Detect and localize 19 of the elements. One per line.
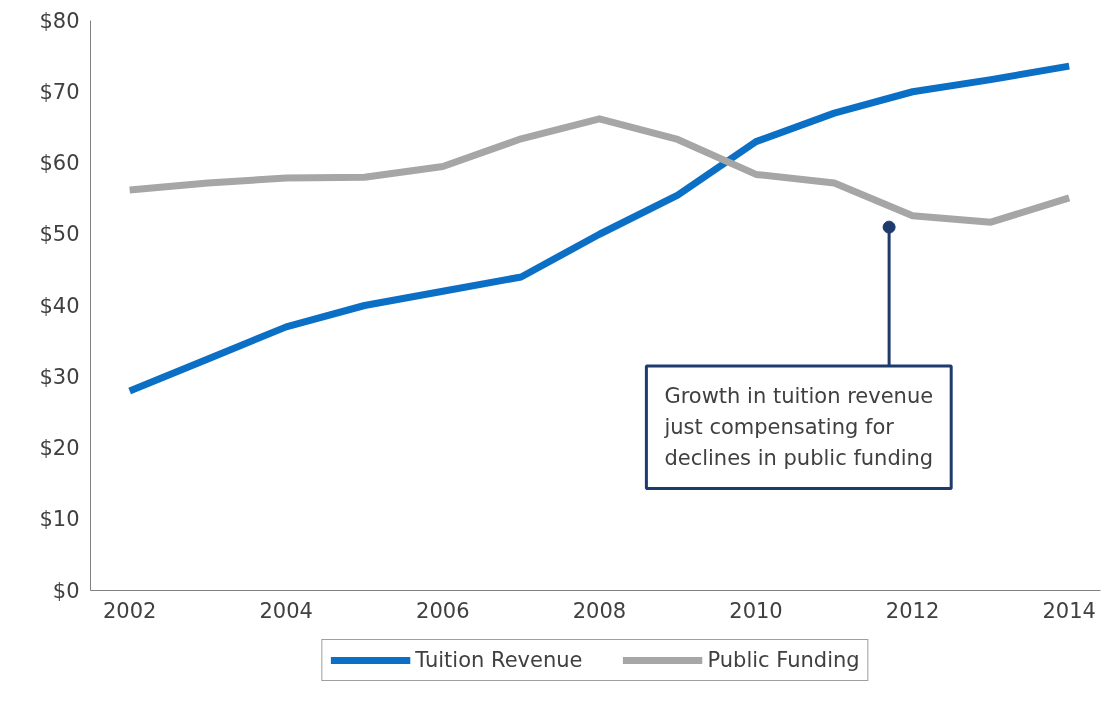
y-tick-label: $10: [39, 507, 80, 532]
x-tick-label: 2006: [416, 598, 470, 623]
x-tick-label: 2012: [885, 598, 940, 623]
x-tick-label: 2004: [259, 598, 313, 623]
y-tick-label: $30: [39, 364, 80, 389]
y-tick-label: $40: [39, 293, 80, 318]
y-tick-label: $80: [39, 8, 80, 33]
x-tick-label: 2014: [1042, 598, 1096, 623]
legend-label: Public Funding: [707, 648, 860, 672]
y-tick-label: $20: [39, 436, 80, 460]
x-tick-label: 2010: [729, 598, 783, 623]
y-tick-label: $60: [39, 151, 80, 175]
x-tick-label: 2008: [572, 598, 627, 623]
y-tick-label: $0: [52, 578, 80, 603]
legend-label: Tuition Revenue: [415, 648, 583, 672]
x-tick-label: 2002: [102, 598, 157, 623]
annotation: Growth in tuition revenue just compensating for declines in public funding: [663, 384, 934, 471]
y-tick-label: $70: [39, 79, 80, 104]
y-tick-label: $50: [39, 222, 80, 247]
